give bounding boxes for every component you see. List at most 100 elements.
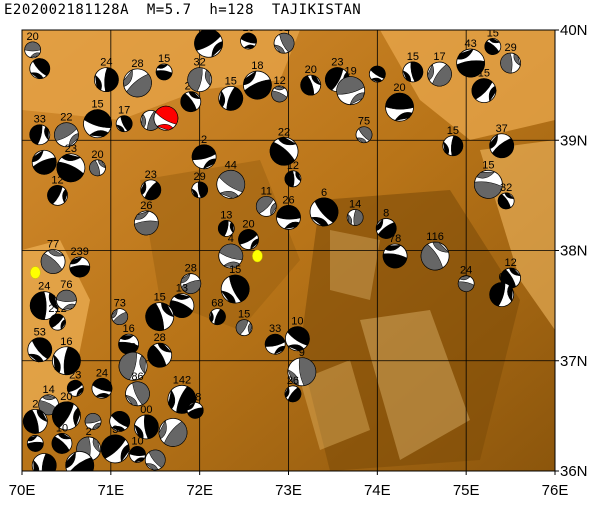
event-depth-label: 9 — [299, 347, 305, 359]
event-depth-label: 37 — [496, 123, 508, 135]
event-depth-label: 15 — [407, 51, 419, 63]
focal-mechanism — [56, 153, 86, 183]
focal-mechanism — [52, 346, 81, 376]
focal-mechanism — [31, 149, 57, 175]
focal-mechanism — [375, 218, 397, 239]
event-depth-label: 32 — [278, 22, 290, 34]
event-depth-label: 20 — [91, 149, 103, 161]
focal-mechanism — [29, 124, 51, 146]
focal-mechanism — [66, 379, 84, 397]
event-depth-label: 8 — [383, 207, 389, 219]
event-depth-label: 16 — [60, 336, 72, 348]
focal-mechanism — [309, 197, 339, 227]
focal-mechanism — [500, 52, 521, 74]
focal-mechanism — [497, 192, 515, 210]
yellow-marker — [30, 266, 41, 279]
focal-mechanism — [24, 41, 42, 59]
event-depth-label: 14 — [43, 384, 55, 396]
focal-mechanism — [145, 302, 175, 332]
lat-tick-label: 36N — [560, 463, 588, 480]
event-depth-label: 26 — [140, 200, 152, 212]
event-depth-label: 2 — [32, 398, 38, 410]
latitude-axis: 36N 37N 38N 39N 40N — [555, 22, 588, 480]
event-depth-label: 98 — [189, 391, 201, 403]
event-depth-label: 20 — [393, 82, 405, 94]
event-depth-label: 18 — [251, 60, 263, 72]
event-depth-label: 20 — [242, 218, 254, 230]
focal-mechanism — [368, 65, 386, 83]
focal-mechanism — [217, 220, 235, 237]
focal-mechanism — [47, 184, 68, 206]
event-depth-label: 28 — [131, 58, 143, 70]
event-depth-label: 23 — [69, 369, 81, 381]
event-title: E202002181128A M=5.7 h=128 TAJIKISTAN — [4, 2, 362, 18]
event-depth-label: 24 — [38, 281, 50, 293]
lon-tick-label: 74E — [364, 482, 391, 499]
event-depth-label: 29 — [194, 171, 206, 183]
event-depth-label: 68 — [211, 298, 223, 310]
focal-mechanism — [271, 85, 289, 103]
event-depth-label: 0 — [499, 272, 505, 284]
focal-mechanism — [218, 85, 244, 111]
event-depth-label: 15 — [154, 292, 166, 304]
event-depth-label: 20 — [305, 64, 317, 76]
event-depth-label: 33 — [269, 323, 281, 335]
focal-mechanism — [155, 63, 173, 81]
focal-mechanism — [402, 61, 424, 83]
event-depth-label: 15 — [487, 28, 499, 40]
event-depth-label: 15 — [91, 99, 103, 111]
focal-mechanism — [240, 32, 257, 50]
focal-mechanism — [180, 273, 202, 294]
event-layer: 2024281525323715321518122023191517431529… — [22, 22, 521, 471]
focal-mechanism — [287, 357, 317, 387]
focal-mechanism — [118, 351, 148, 381]
focal-mechanism — [140, 179, 162, 201]
lon-tick-label: 71E — [97, 482, 124, 499]
focal-mechanism — [100, 434, 130, 464]
event-depth-label: 23 — [65, 143, 77, 155]
focal-mechanism — [133, 210, 159, 236]
event-depth-label: 78 — [389, 233, 401, 245]
event-depth-label: 53 — [34, 327, 46, 339]
event-depth-label: 19 — [345, 66, 357, 78]
lon-tick-label: 76E — [542, 482, 569, 499]
event-depth-label: 22 — [278, 126, 290, 138]
focal-mechanism — [191, 144, 217, 170]
event-depth-label: 17 — [433, 51, 445, 63]
event-depth-label: 14 — [349, 198, 361, 210]
event-depth-label: 4 — [228, 233, 234, 245]
focal-mechanism — [56, 289, 77, 311]
focal-mechanism — [220, 274, 250, 304]
event-depth-label: 44 — [225, 159, 237, 171]
event-depth-label: 15 — [478, 68, 490, 80]
focal-mechanism — [276, 205, 301, 230]
lon-tick-label: 72E — [186, 482, 213, 499]
focal-mechanism — [191, 181, 209, 199]
event-depth-label: 6 — [130, 341, 136, 353]
event-depth-label: 15 — [238, 309, 250, 321]
event-depth-label: 23 — [145, 169, 157, 181]
focal-mechanism — [91, 377, 113, 399]
focal-mechanism — [26, 435, 44, 452]
event-depth-label: 12 — [504, 257, 516, 269]
lon-tick-label: 73E — [275, 482, 302, 499]
event-depth-label: 2 — [201, 134, 207, 146]
focal-mechanism — [489, 133, 515, 159]
focal-mechanism — [180, 91, 202, 113]
event-depth-label: 11 — [261, 185, 272, 197]
event-depth-label: 15 — [447, 125, 459, 137]
focal-mechanism — [187, 67, 213, 93]
event-depth-label: 32 — [194, 57, 206, 69]
main-event-focal-mechanism — [153, 105, 179, 131]
lat-tick-label: 38N — [560, 243, 588, 260]
focal-mechanism — [29, 58, 51, 80]
event-depth-label: 15 — [482, 159, 494, 171]
focal-mechanism — [111, 308, 129, 326]
focal-mechanism — [122, 68, 152, 98]
focal-mechanism — [284, 385, 302, 403]
event-depth-label: 17 — [118, 105, 130, 117]
event-depth-label: 10 — [56, 422, 68, 434]
event-depth-label: 24 — [96, 367, 108, 379]
focal-mechanism — [255, 195, 277, 217]
focal-mechanism — [158, 418, 188, 447]
